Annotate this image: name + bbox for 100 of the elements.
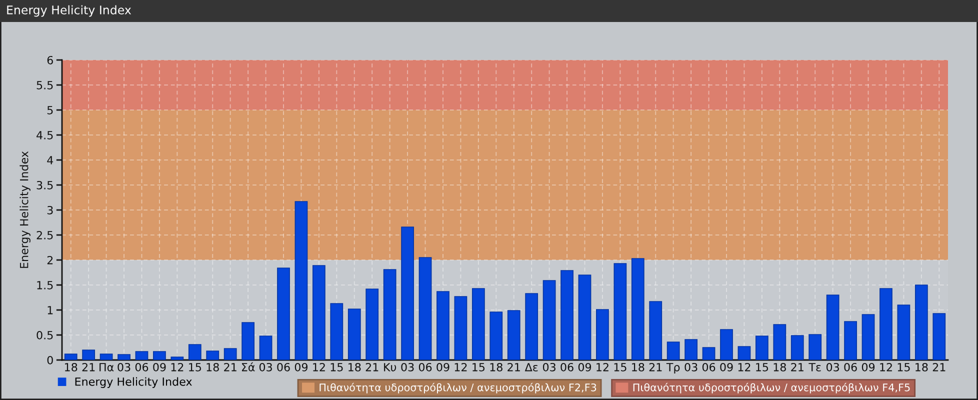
y-tick-label: 0 [47, 356, 53, 364]
x-tick-label: 03 [684, 362, 698, 372]
legend-label: Πιθανότητα υδροστρόβιλων / ανεμοστρόβιλων F4,F5 [633, 382, 910, 394]
bar [312, 265, 326, 360]
bar [170, 356, 184, 360]
x-tick-label: 15 [614, 363, 626, 372]
x-tick-label: 06 [277, 362, 290, 372]
bar [100, 354, 113, 360]
x-tick-label: 03 [401, 362, 414, 372]
x-tick-label: 18 [916, 362, 928, 372]
x-tick-label: 12 [454, 362, 467, 372]
x-tick-label: 09 [578, 362, 592, 372]
x-tick-label: 21 [649, 362, 662, 372]
bar [684, 339, 698, 360]
y-tick-label: 1 [48, 306, 53, 314]
bar [596, 309, 609, 360]
bar [738, 346, 751, 360]
bar [330, 303, 344, 360]
x-tick-label: 03 [259, 362, 272, 372]
bar [242, 322, 255, 360]
x-tick-label: Σά [242, 362, 255, 372]
x-tick-label: 06 [844, 362, 857, 372]
bar [454, 296, 468, 360]
legend-label: Energy Helicity Index [75, 377, 192, 388]
bar [862, 314, 875, 360]
bar [259, 336, 272, 360]
bar [614, 263, 627, 360]
x-tick-label: 03 [542, 362, 556, 372]
x-tick-label: 15 [472, 363, 485, 372]
x-tick-label: Τρ [666, 363, 680, 374]
bar [188, 344, 202, 360]
x-tick-label: 06 [560, 362, 574, 372]
x-tick-label: 09 [862, 362, 875, 372]
bar [294, 201, 308, 360]
x-tick-label: 18 [490, 362, 502, 372]
y-tick-label: 5.5 [36, 81, 53, 90]
x-tick-label: 15 [756, 363, 768, 372]
y-tick-label: 5 [47, 106, 53, 114]
y-tick-label: 4 [47, 156, 54, 164]
bar [790, 335, 804, 360]
y-tick-label: 4.5 [36, 131, 53, 140]
x-tick-label: 21 [224, 362, 236, 372]
x-tick-label: 21 [366, 362, 378, 372]
bar [773, 324, 786, 360]
y-tick-label: 2.5 [36, 230, 53, 240]
bar [578, 274, 592, 360]
x-tick-label: Κυ [384, 363, 396, 372]
bar [844, 321, 857, 360]
bar [436, 291, 450, 360]
x-tick-label: 18 [206, 362, 219, 372]
x-tick-label: 18 [348, 362, 361, 372]
y-tick-label: 3 [47, 206, 53, 214]
bar [631, 258, 644, 360]
x-tick-label: 15 [898, 363, 910, 372]
bar [490, 312, 503, 360]
bar [542, 280, 556, 360]
bar [383, 269, 396, 360]
x-tick-label: 12 [171, 362, 184, 372]
x-tick-label: 12 [313, 362, 325, 372]
bar [366, 288, 379, 360]
bar [472, 288, 485, 360]
bar [507, 310, 520, 360]
bar [880, 288, 892, 360]
x-tick-label: 18 [632, 362, 644, 372]
bar [897, 304, 910, 360]
bar [914, 284, 928, 360]
x-tick-label: Τε [808, 363, 821, 372]
bar [808, 334, 822, 360]
bar [755, 336, 768, 360]
x-tick-label: 12 [880, 362, 892, 372]
bar [64, 354, 78, 360]
x-tick-label: 03 [826, 362, 839, 372]
x-tick-label: 09 [436, 362, 450, 372]
x-tick-label: 15 [330, 363, 343, 372]
y-tick-label: 0.5 [36, 330, 53, 340]
x-tick-label: 12 [738, 362, 750, 372]
bar [649, 301, 662, 360]
y-axis-title: Energy Helicity Index [20, 151, 30, 268]
bar [277, 268, 290, 360]
x-tick-label: 06 [702, 362, 716, 372]
y-tick-label: 3.5 [36, 180, 53, 190]
bar [826, 294, 840, 360]
bar [525, 293, 538, 360]
bar [702, 347, 716, 360]
legend-label: Πιθανότητα υδροστρόβιλων / ανεμοστρόβιλων F2,F3 [320, 382, 596, 394]
bar [720, 329, 733, 360]
x-tick-label: 21 [82, 362, 95, 372]
x-tick-label: 21 [932, 362, 946, 372]
x-tick-label: 18 [65, 362, 78, 372]
x-tick-label: Δε [524, 363, 538, 372]
x-tick-label: 06 [135, 362, 148, 372]
x-tick-label: 09 [294, 362, 308, 372]
bar [418, 257, 432, 360]
x-tick-label: 09 [153, 362, 166, 372]
x-tick-label: 09 [720, 362, 733, 372]
x-tick-label: 21 [508, 362, 520, 372]
bar [348, 308, 361, 360]
y-tick-label: 2 [47, 256, 53, 264]
x-tick-label: 15 [189, 363, 201, 372]
x-tick-label: Πα [100, 363, 114, 372]
